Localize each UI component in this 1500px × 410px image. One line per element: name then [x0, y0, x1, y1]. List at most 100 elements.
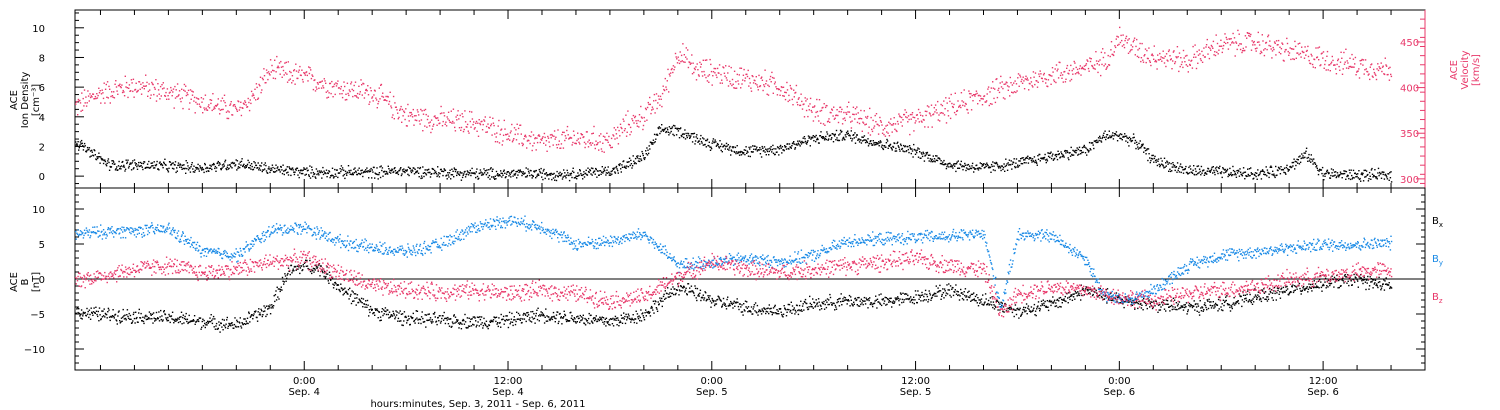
data-point-velocity — [132, 78, 135, 80]
data-point-velocity — [315, 86, 317, 88]
data-point-velocity — [757, 86, 759, 88]
data-point-velocity — [554, 138, 556, 140]
data-point-velocity — [430, 119, 433, 121]
data-point-ion-density — [455, 168, 457, 171]
data-point-velocity — [268, 73, 270, 75]
data-point-ion-density — [555, 174, 557, 177]
data-point-bx — [187, 322, 189, 325]
data-point-bx — [259, 312, 261, 314]
data-point-ion-density — [746, 150, 748, 152]
data-point-ion-density — [1357, 177, 1359, 179]
data-point-bx — [281, 289, 283, 291]
data-point-ion-density — [1339, 174, 1341, 176]
data-point-velocity — [887, 132, 889, 134]
data-point-ion-density — [824, 137, 826, 140]
data-point-ion-density — [777, 147, 779, 149]
data-point-bx — [299, 267, 302, 269]
data-point-velocity — [1023, 80, 1025, 82]
data-point-velocity — [361, 94, 363, 96]
data-point-ion-density — [899, 143, 902, 145]
data-point-ion-density — [1018, 160, 1020, 162]
data-point-velocity — [463, 128, 465, 131]
data-point-velocity — [471, 111, 473, 113]
data-point-bx — [214, 328, 217, 330]
data-point-velocity — [1225, 36, 1227, 39]
data-point-ion-density — [311, 169, 313, 171]
data-point-ion-density — [1016, 166, 1018, 168]
data-point-ion-density — [1257, 169, 1259, 171]
data-point-velocity — [94, 95, 97, 98]
data-point-bx — [269, 313, 272, 315]
data-point-velocity — [419, 123, 421, 125]
data-point-velocity — [1178, 52, 1181, 54]
data-point-velocity — [682, 61, 685, 63]
data-point-velocity — [1315, 47, 1317, 49]
data-point-velocity — [355, 95, 357, 97]
data-point-ion-density — [638, 158, 640, 160]
data-point-velocity — [526, 147, 528, 149]
data-point-velocity — [1326, 55, 1328, 57]
data-point-velocity — [523, 138, 525, 140]
data-point-ion-density — [618, 164, 621, 167]
data-point-ion-density — [450, 174, 452, 176]
data-point-ion-density — [287, 171, 289, 173]
data-point-ion-density — [1189, 165, 1191, 167]
data-point-ion-density — [191, 162, 193, 164]
data-point-velocity — [801, 100, 803, 103]
data-point-bx — [98, 307, 101, 309]
data-point-bx — [192, 320, 194, 322]
data-point-velocity — [1059, 74, 1062, 77]
data-point-ion-density — [150, 162, 152, 164]
data-point-ion-density — [1190, 168, 1192, 170]
data-point-velocity — [973, 94, 975, 96]
data-point-ion-density — [1342, 173, 1345, 175]
data-point-velocity — [440, 105, 442, 108]
data-point-ion-density — [1028, 158, 1030, 160]
data-point-ion-density — [589, 169, 592, 172]
data-point-velocity — [383, 99, 385, 101]
data-point-bx — [175, 320, 177, 322]
data-point-velocity — [1267, 34, 1270, 36]
data-point-bx — [264, 310, 266, 312]
data-point-ion-density — [122, 160, 124, 163]
data-point-bx — [80, 309, 83, 311]
data-point-ion-density — [193, 171, 196, 173]
data-point-bx — [289, 273, 291, 276]
data-point-velocity — [953, 111, 956, 114]
data-point-velocity — [557, 143, 560, 146]
data-point-ion-density — [89, 150, 92, 152]
data-point-ion-density — [346, 174, 348, 176]
data-point-ion-density — [369, 170, 372, 173]
data-point-ion-density — [1172, 162, 1174, 164]
data-point-velocity — [1129, 51, 1131, 53]
data-point-ion-density — [913, 143, 915, 146]
data-point-velocity — [911, 113, 913, 116]
data-point-velocity — [172, 88, 175, 90]
data-point-velocity — [1242, 47, 1244, 50]
data-point-ion-density — [189, 167, 191, 169]
data-point-velocity — [1004, 98, 1006, 100]
data-point-ion-density — [763, 146, 766, 148]
data-point-velocity — [1176, 57, 1178, 59]
data-point-ion-density — [606, 169, 608, 171]
data-point-bx — [262, 310, 265, 313]
data-point-velocity — [245, 104, 247, 106]
data-point-bx — [272, 305, 275, 307]
data-point-ion-density — [1015, 158, 1018, 160]
data-point-bx — [302, 264, 304, 266]
data-point-ion-density — [1195, 170, 1197, 173]
data-point-ion-density — [224, 159, 227, 161]
data-point-ion-density — [178, 164, 180, 166]
data-point-bx — [277, 288, 280, 290]
data-point-velocity — [382, 92, 384, 94]
data-point-ion-density — [555, 179, 558, 182]
data-point-ion-density — [683, 133, 685, 135]
data-point-ion-density — [113, 161, 115, 163]
data-point-bx — [399, 310, 401, 312]
data-point-velocity — [402, 115, 404, 117]
data-point-velocity — [242, 107, 244, 109]
data-point-ion-density — [171, 162, 173, 165]
data-point-velocity — [1069, 80, 1071, 82]
data-point-ion-density — [130, 163, 132, 165]
data-point-velocity — [1301, 46, 1303, 48]
